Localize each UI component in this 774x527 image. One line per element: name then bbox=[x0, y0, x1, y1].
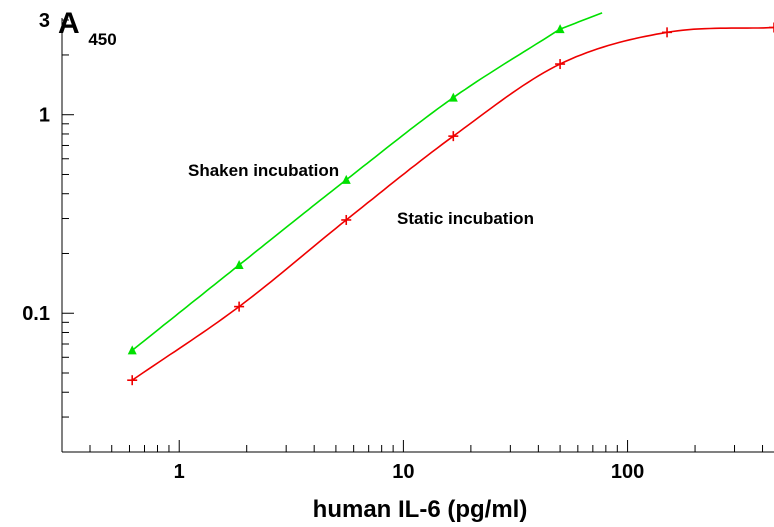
shaken-point bbox=[234, 259, 244, 269]
y-tick-label: 1 bbox=[39, 105, 50, 127]
static-point bbox=[448, 131, 459, 142]
shaken-point bbox=[341, 174, 351, 184]
y-axis-title-main: A bbox=[58, 7, 80, 40]
labels: 1 10 100 0.1 1 3 bbox=[22, 10, 644, 483]
annotation-shaken: Shaken incubation bbox=[188, 161, 339, 180]
static-point bbox=[341, 214, 352, 225]
axes bbox=[61, 18, 774, 453]
static-point bbox=[127, 375, 138, 386]
shaken-curve bbox=[131, 12, 603, 352]
shaken-point bbox=[127, 345, 137, 355]
static-curve bbox=[131, 26, 774, 381]
y-axis-title-sub: 450 bbox=[88, 30, 116, 49]
y-tick-label: 3 bbox=[39, 10, 50, 32]
curves bbox=[131, 12, 774, 381]
x-tick-label: 100 bbox=[611, 461, 644, 483]
static-point bbox=[555, 59, 566, 70]
shaken-point bbox=[448, 92, 458, 102]
x-axis-title: human IL-6 (pg/ml) bbox=[313, 496, 528, 523]
static-point bbox=[769, 22, 774, 33]
static-point bbox=[662, 27, 673, 38]
shaken-point bbox=[555, 24, 565, 34]
annotation-static: Static incubation bbox=[397, 209, 534, 228]
x-tick-label: 1 bbox=[174, 461, 185, 483]
markers bbox=[127, 22, 774, 386]
static-point bbox=[234, 301, 245, 312]
y-axis-title: A 450 bbox=[58, 7, 117, 49]
y-tick-label: 0.1 bbox=[22, 303, 50, 325]
x-tick-label: 10 bbox=[392, 461, 414, 483]
